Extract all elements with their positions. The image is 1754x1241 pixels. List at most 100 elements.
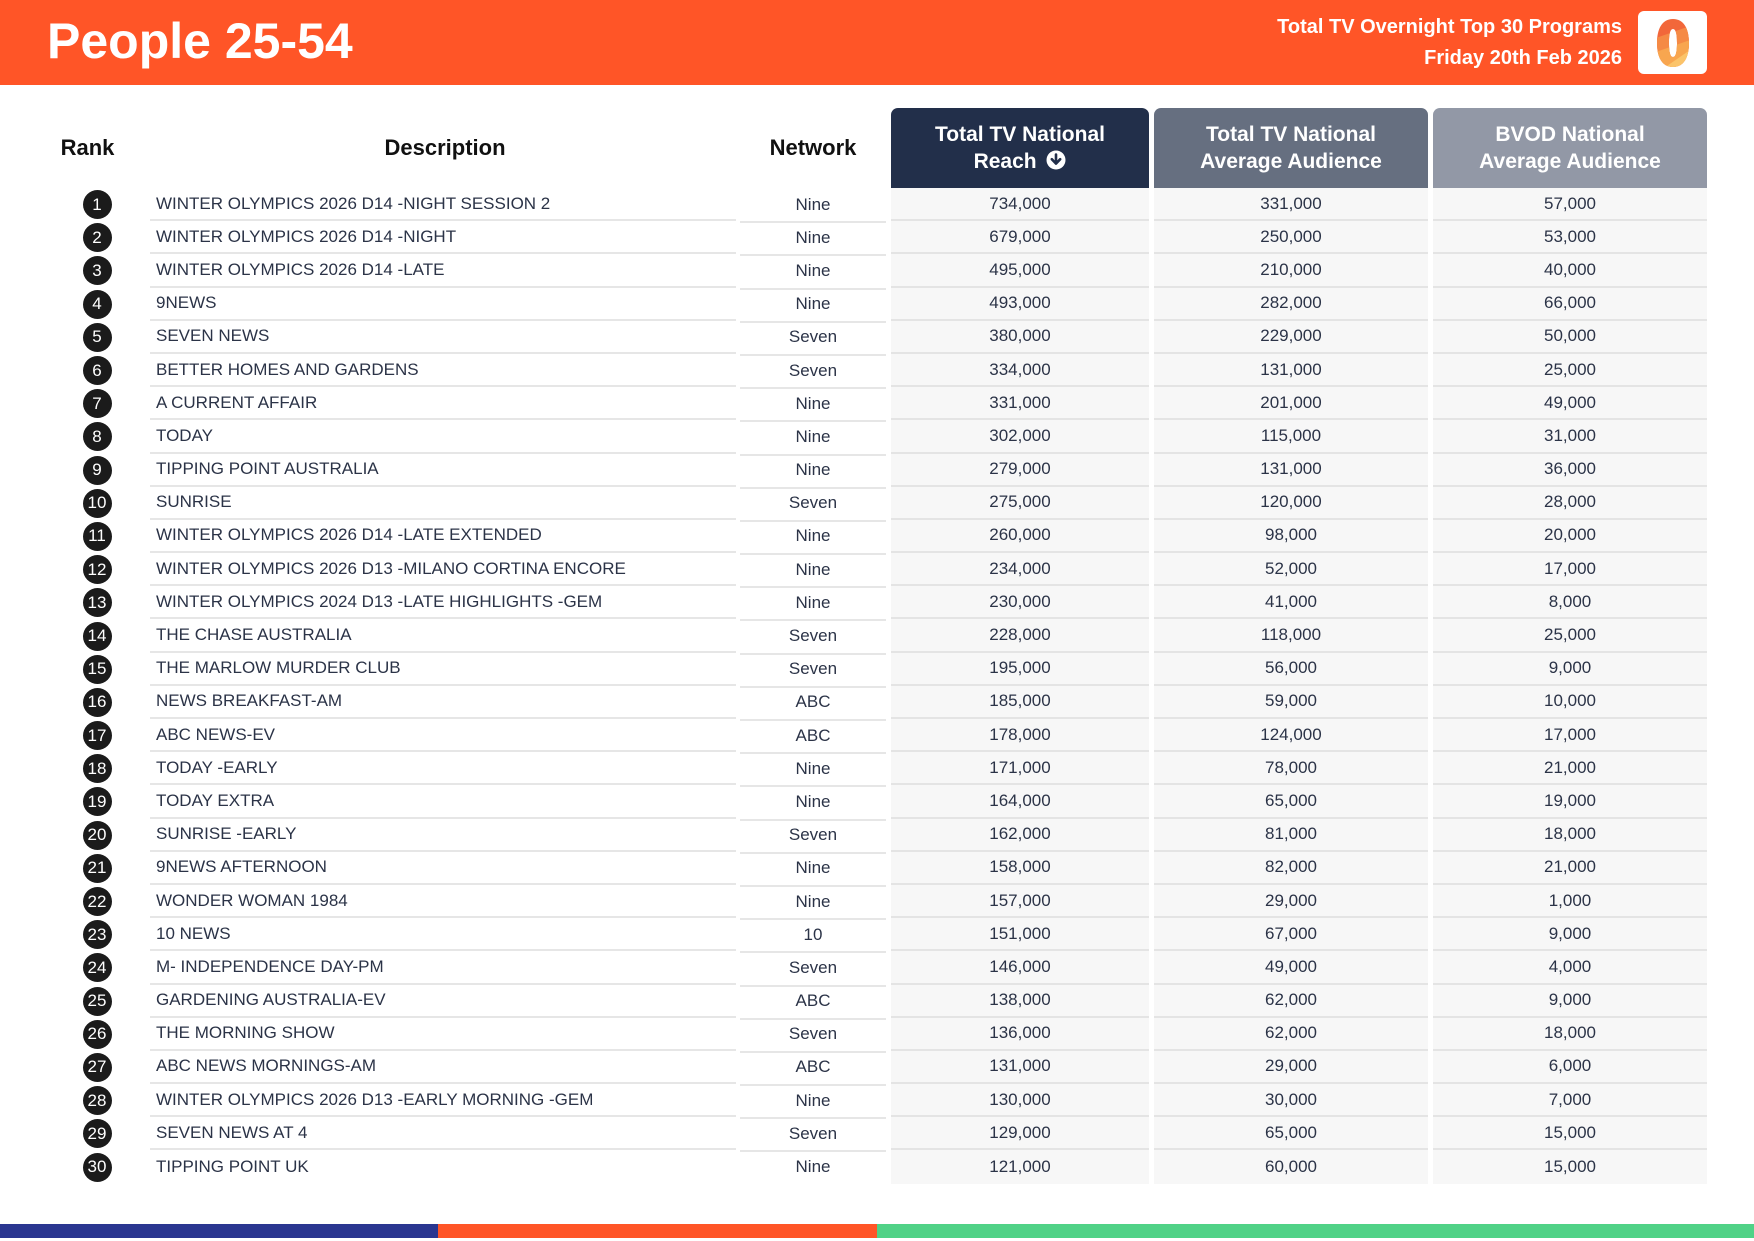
network-cell: Nine — [740, 254, 886, 290]
rank-cell: 12 — [78, 553, 116, 586]
bvod-audience-cell: 20,000 — [1433, 519, 1707, 554]
program-description: WINTER OLYMPICS 2026 D13 -MILANO CORTINA… — [150, 553, 736, 587]
program-description: 9NEWS — [150, 288, 736, 321]
rank-badge: 9 — [82, 455, 112, 485]
table-row: 15 THE MARLOW MURDER CLUB Seven 195,000 56,0… — [0, 652, 1754, 688]
avg-audience-cell: 120,000 — [1154, 486, 1428, 520]
reach-cell: 130,000 — [891, 1084, 1149, 1118]
network-cell: Seven — [740, 321, 886, 356]
table-row: 4 9NEWS Nine 493,000 282,000 66,000 — [0, 287, 1754, 323]
program-description: TIPPING POINT AUSTRALIA — [150, 454, 736, 487]
reach-cell: 260,000 — [891, 519, 1149, 554]
header-bar: People 25-54 Total TV Overnight Top 30 P… — [0, 0, 1754, 85]
network-cell: Seven — [740, 1018, 886, 1053]
column-header-reach[interactable]: Total TV National Reach — [891, 108, 1149, 188]
network-cell: Nine — [740, 188, 886, 224]
reach-cell: 131,000 — [891, 1050, 1149, 1085]
bvod-audience-cell: 50,000 — [1433, 320, 1707, 354]
rank-badge: 30 — [82, 1152, 112, 1182]
bvod-audience-cell: 7,000 — [1433, 1084, 1707, 1118]
reach-cell: 136,000 — [891, 1017, 1149, 1051]
avg-audience-cell: 59,000 — [1154, 685, 1428, 719]
table-row: 5 SEVEN NEWS Seven 380,000 229,000 50,000 — [0, 320, 1754, 356]
rank-badge: 24 — [82, 953, 112, 983]
network-cell: Nine — [740, 520, 886, 556]
rank-cell: 17 — [78, 719, 116, 752]
reach-header-line2-wrap: Reach — [974, 148, 1067, 175]
reach-cell: 178,000 — [891, 719, 1149, 753]
network-cell: Nine — [740, 852, 886, 887]
reach-cell: 234,000 — [891, 553, 1149, 587]
rank-badge: 29 — [82, 1119, 112, 1149]
reach-cell: 275,000 — [891, 486, 1149, 520]
bvod-audience-cell: 17,000 — [1433, 719, 1707, 753]
rank-cell: 1 — [78, 188, 116, 221]
reach-cell: 138,000 — [891, 984, 1149, 1018]
avg-audience-cell: 124,000 — [1154, 719, 1428, 753]
program-description: 10 NEWS — [150, 918, 736, 952]
network-cell: ABC — [740, 686, 886, 721]
program-description: THE MORNING SHOW — [150, 1018, 736, 1051]
reach-cell: 331,000 — [891, 387, 1149, 421]
program-description: GARDENING AUSTRALIA-EV — [150, 985, 736, 1018]
rank-badge: 17 — [82, 721, 112, 751]
reach-cell: 495,000 — [891, 254, 1149, 288]
rank-cell: 26 — [78, 1018, 116, 1051]
rank-cell: 9 — [78, 454, 116, 487]
program-description: TODAY -EARLY — [150, 752, 736, 786]
rank-cell: 3 — [78, 254, 116, 287]
network-cell: Nine — [740, 752, 886, 788]
avg-audience-cell: 82,000 — [1154, 851, 1428, 885]
bvod-audience-cell: 18,000 — [1433, 1017, 1707, 1051]
avg-audience-cell: 78,000 — [1154, 752, 1428, 786]
program-description: WINTER OLYMPICS 2026 D13 -EARLY MORNING … — [150, 1084, 736, 1118]
avg-audience-cell: 60,000 — [1154, 1150, 1428, 1184]
rank-badge: 12 — [82, 555, 112, 585]
program-description: ABC NEWS-EV — [150, 719, 736, 753]
table-row: 12 WINTER OLYMPICS 2026 D13 -MILANO CORTI… — [0, 553, 1754, 589]
program-description: WINTER OLYMPICS 2024 D13 -LATE HIGHLIGHT… — [150, 586, 736, 620]
column-header-avg-audience[interactable]: Total TV National Average Audience — [1154, 108, 1428, 188]
rank-badge: 26 — [82, 1019, 112, 1049]
avg-audience-cell: 29,000 — [1154, 884, 1428, 919]
network-cell: Seven — [740, 819, 886, 854]
program-description: M- INDEPENDENCE DAY-PM — [150, 951, 736, 985]
bvod-audience-cell: 9,000 — [1433, 984, 1707, 1018]
reach-cell: 157,000 — [891, 884, 1149, 919]
rank-cell: 27 — [78, 1051, 116, 1084]
reach-cell: 228,000 — [891, 619, 1149, 653]
avg-audience-cell: 229,000 — [1154, 320, 1428, 354]
column-header-bvod[interactable]: BVOD National Average Audience — [1433, 108, 1707, 188]
avg-audience-cell: 131,000 — [1154, 353, 1428, 388]
reach-cell: 158,000 — [891, 851, 1149, 885]
rank-cell: 11 — [78, 520, 116, 553]
bvod-audience-cell: 21,000 — [1433, 851, 1707, 885]
reach-cell: 679,000 — [891, 221, 1149, 255]
table-row: 19 TODAY EXTRA Nine 164,000 65,000 19,000 — [0, 785, 1754, 821]
rank-badge: 28 — [82, 1086, 112, 1116]
rank-cell: 8 — [78, 420, 116, 453]
avg-header-line2: Average Audience — [1200, 150, 1382, 173]
rank-cell: 21 — [78, 852, 116, 885]
rank-badge: 11 — [82, 521, 112, 551]
avg-audience-cell: 52,000 — [1154, 553, 1428, 587]
bvod-audience-cell: 25,000 — [1433, 619, 1707, 653]
rank-badge: 14 — [82, 621, 112, 651]
program-description: TODAY — [150, 420, 736, 454]
rank-cell: 4 — [78, 288, 116, 321]
rank-cell: 29 — [78, 1117, 116, 1150]
avg-audience-cell: 210,000 — [1154, 254, 1428, 288]
avg-audience-cell: 65,000 — [1154, 1117, 1428, 1151]
rank-cell: 18 — [78, 752, 116, 785]
reach-cell: 195,000 — [891, 652, 1149, 686]
avg-audience-cell: 56,000 — [1154, 652, 1428, 686]
table-row: 2 WINTER OLYMPICS 2026 D14 -NIGHT Nine 679,… — [0, 221, 1754, 257]
oztam-zero-logo-icon — [1638, 11, 1707, 74]
reach-cell: 230,000 — [891, 586, 1149, 620]
rank-badge: 5 — [82, 322, 112, 352]
bvod-audience-cell: 28,000 — [1433, 486, 1707, 520]
sort-descending-icon[interactable] — [1046, 150, 1066, 170]
rank-cell: 14 — [78, 619, 116, 652]
rank-badge: 20 — [82, 820, 112, 850]
program-description: SUNRISE — [150, 487, 736, 520]
